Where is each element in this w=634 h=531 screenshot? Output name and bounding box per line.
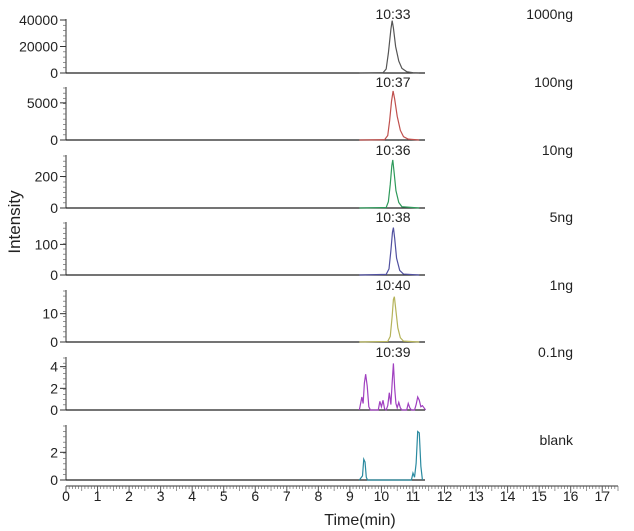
x-tick-label: 6 — [251, 488, 259, 504]
x-tick-label: 9 — [346, 488, 354, 504]
series-trace-1 — [359, 20, 420, 74]
x-tick-label: 5 — [220, 488, 228, 504]
y-tick-label: 2 — [50, 444, 58, 460]
series-label: blank — [540, 432, 574, 448]
series-label: 1000ng — [526, 6, 573, 22]
x-tick-label: 3 — [157, 488, 165, 504]
y-tick-label: 0 — [50, 472, 58, 488]
x-tick-label: 16 — [563, 488, 579, 504]
series-trace-4 — [359, 227, 420, 276]
x-axis-label: Time(min) — [324, 512, 395, 529]
series-label: 100ng — [534, 74, 573, 90]
x-tick-label: 4 — [188, 488, 196, 504]
x-tick-label: 8 — [314, 488, 322, 504]
x-axis: 0 1 2 3 4 5 6 7 8 9 10 11 12 13 14 15 16 17 — [62, 485, 619, 504]
peak-label: 10:36 — [375, 142, 410, 158]
y-tick-label: 10 — [42, 306, 58, 322]
y-tick-label: 0 — [50, 65, 58, 81]
series-trace-6 — [358, 363, 427, 411]
series-label: 1ng — [550, 277, 573, 293]
x-tick-label: 10 — [374, 488, 390, 504]
panel-4: 0 100 10:38 5ng — [35, 209, 573, 283]
series-trace-3 — [359, 159, 420, 209]
panel-2: 0 5000 10:37 100ng — [27, 74, 573, 148]
x-tick-label: 11 — [406, 488, 421, 504]
y-tick-label: 40000 — [19, 12, 58, 28]
y-tick-label: 0 — [50, 267, 58, 283]
panel-3: 0 200 10:36 10ng — [35, 142, 573, 216]
peak-label: 10:38 — [375, 209, 410, 225]
series-label: 5ng — [550, 209, 573, 225]
y-tick-label: 4 — [50, 359, 58, 375]
y-axis-label: Intensity — [5, 190, 24, 254]
x-tick-label: 12 — [437, 488, 453, 504]
series-label: 0.1ng — [538, 344, 573, 360]
y-tick-label: 2 — [50, 380, 58, 396]
panel-6: 0 2 4 10:39 0.1ng — [50, 344, 573, 418]
x-tick-label: 17 — [594, 488, 610, 504]
y-tick-label: 5000 — [27, 95, 58, 111]
x-tick-label: 0 — [62, 488, 70, 504]
x-tick-label: 14 — [500, 488, 516, 504]
x-tick-label: 15 — [531, 488, 547, 504]
y-tick-label: 0 — [50, 402, 58, 418]
series-label: 10ng — [542, 142, 573, 158]
peak-label: 10:40 — [375, 277, 410, 293]
series-trace-7 — [358, 430, 424, 481]
panel-7: 0 2 blank — [50, 425, 574, 488]
y-tick-label: 100 — [35, 236, 59, 252]
series-trace-5 — [359, 296, 420, 343]
x-tick-label: 13 — [468, 488, 484, 504]
panel-1: 0 20000 40000 10:33 1000ng — [19, 6, 573, 81]
y-tick-label: 0 — [50, 132, 58, 148]
peak-label: 10:39 — [375, 344, 410, 360]
panel-5: 0 10 10:40 1ng — [42, 277, 573, 350]
y-tick-label: 0 — [50, 200, 58, 216]
y-tick-label: 200 — [35, 168, 59, 184]
series-trace-2 — [359, 90, 420, 141]
x-tick-label: 1 — [94, 488, 102, 504]
x-tick-label: 7 — [283, 488, 291, 504]
y-tick-label: 20000 — [19, 39, 58, 55]
x-tick-label: 2 — [125, 488, 133, 504]
peak-label: 10:37 — [375, 74, 410, 90]
peak-label: 10:33 — [375, 6, 410, 22]
y-tick-label: 0 — [50, 334, 58, 350]
